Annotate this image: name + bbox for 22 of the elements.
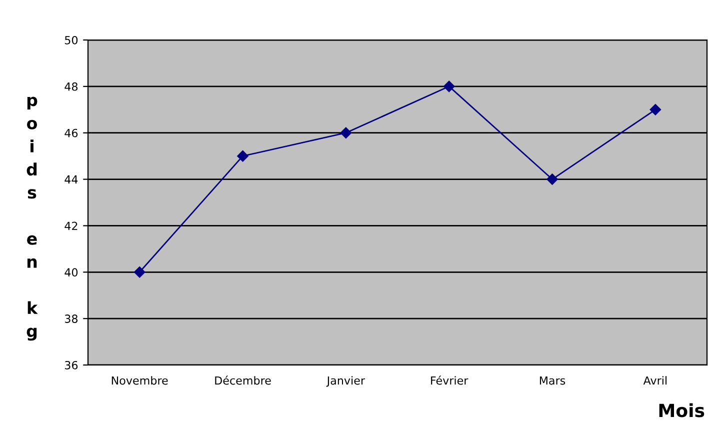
x-tick-label: Février <box>431 376 468 385</box>
y-tick-label: 44 <box>64 175 78 184</box>
y-tick-label: 38 <box>64 314 78 323</box>
x-tick-label: Mars <box>540 376 566 385</box>
y-tick-label: 46 <box>64 128 78 138</box>
point <box>443 80 455 92</box>
text: poids en kg <box>26 96 38 341</box>
point <box>134 266 146 278</box>
y-tick-label: 50 <box>64 36 78 44</box>
y-tick-label: 36 <box>64 360 78 370</box>
x-tick-label: Décembre <box>215 376 271 385</box>
x-tick-label: Janvier <box>326 376 366 387</box>
x-axis-title: Mois <box>659 403 704 418</box>
point <box>340 127 352 138</box>
point <box>237 150 248 162</box>
x-tick-label: Novembre <box>112 376 168 385</box>
y-tick-label: 48 <box>64 82 78 91</box>
y-tick-label: 42 <box>64 222 78 230</box>
y-tick-label: 40 <box>64 268 78 277</box>
point <box>650 104 662 116</box>
point <box>546 174 558 185</box>
x-tick-label: Avril <box>643 376 667 385</box>
